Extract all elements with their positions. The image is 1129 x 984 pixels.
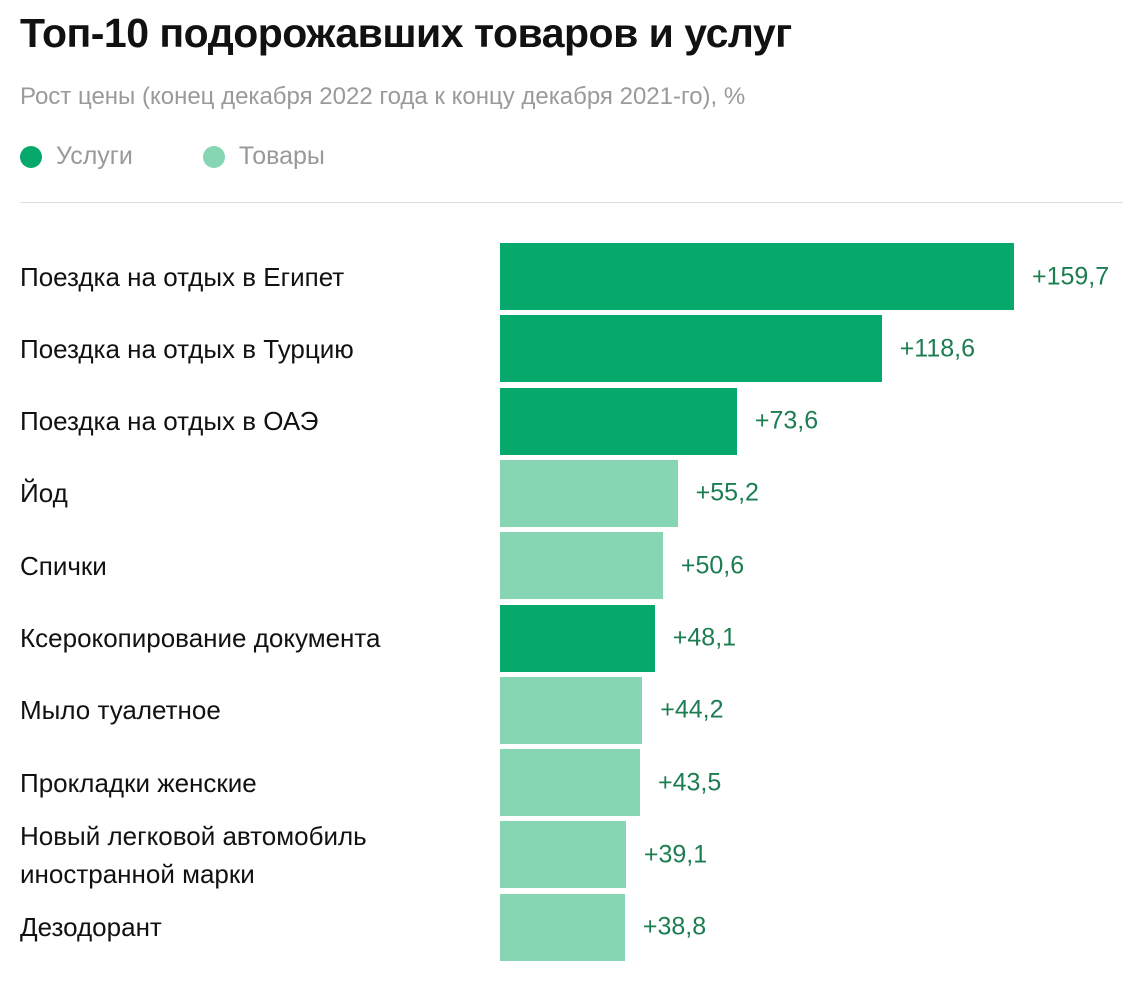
category-label: Йод — [20, 478, 68, 509]
chart-subtitle: Рост цены (конец декабря 2022 года к кон… — [20, 83, 746, 110]
category-label: Ксерокопирование документа — [20, 623, 381, 653]
bar — [500, 676, 643, 744]
value-label: +159,7 — [1032, 262, 1110, 290]
value-label: +44,2 — [660, 695, 724, 724]
value-label: +43,5 — [658, 768, 722, 797]
bar — [500, 821, 626, 889]
legend-label: Услуги — [56, 142, 133, 170]
bar-row: Поездка на отдых в ОАЭ +73,6 — [0, 387, 1129, 455]
category-label: Новый легковой автомобиль иностранной ма… — [20, 820, 367, 889]
category-label: Мыло туалетное — [20, 695, 221, 726]
value-label: +55,2 — [695, 478, 759, 507]
category-label: Поездка на отдых в ОАЭ — [20, 406, 319, 437]
category-label: Дезодорант — [20, 912, 162, 943]
value-label: +50,6 — [680, 551, 745, 580]
value-label: +48,1 — [672, 623, 737, 652]
category-label: Поездка на отдых в Египет — [20, 261, 345, 292]
legend: Услуги Товары — [20, 142, 325, 171]
category-label: Прокладки женские — [20, 767, 257, 798]
bar-row: Поездка на отдых в Египет +159,7 — [0, 243, 1129, 310]
bar — [500, 243, 1014, 310]
value-label: +118,6 — [899, 334, 976, 363]
legend-label: Товары — [238, 142, 325, 170]
bar-row: Ксерокопирование документа +48,1 — [0, 604, 1129, 672]
bar — [500, 532, 663, 600]
bar — [500, 387, 737, 455]
bar — [500, 459, 678, 527]
bar — [500, 604, 655, 672]
divider — [20, 202, 1123, 203]
bar-row: Дезодорант +38,8 — [0, 893, 1129, 961]
value-label: +39,1 — [643, 840, 708, 869]
bar-row: Мыло туалетное +44,2 — [0, 676, 1129, 744]
value-label: +38,8 — [642, 912, 707, 941]
bar-row: Спички +50,6 — [0, 532, 1129, 600]
bar-row: Новый легковой автомобиль иностранной ма… — [0, 821, 1129, 889]
bar-row: Поездка на отдых в Турцию +118,6 — [0, 315, 1129, 383]
bar — [500, 749, 640, 817]
bar — [500, 893, 625, 961]
bar-row: Йод +55,2 — [0, 459, 1129, 527]
chart-title: Топ-10 подорожавших товаров и услуг — [20, 10, 792, 56]
legend-item: Услуги — [20, 142, 133, 171]
legend-item: Товары — [202, 142, 325, 171]
category-label: Спички — [20, 550, 107, 581]
category-label: Поездка на отдых в Турцию — [20, 333, 354, 364]
legend-marker — [20, 145, 42, 168]
value-label: +73,6 — [754, 406, 819, 435]
legend-marker — [202, 145, 225, 168]
bar-row: Прокладки женские +43,5 — [0, 749, 1129, 817]
bar — [500, 315, 882, 383]
